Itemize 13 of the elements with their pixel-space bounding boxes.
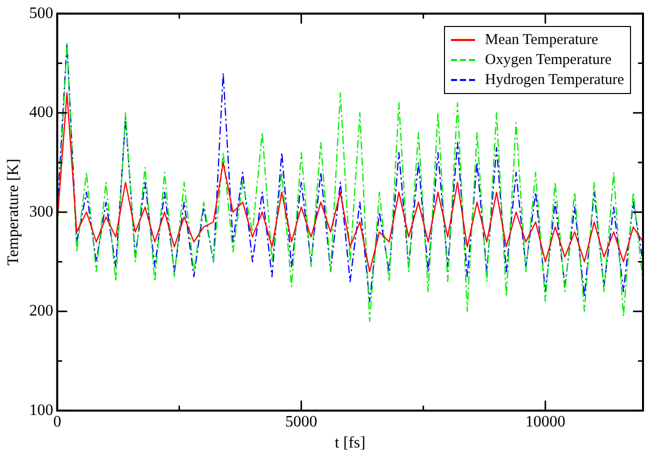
y-tick-label: 100 <box>29 402 54 419</box>
x-axis-title: t [fs] <box>334 434 366 452</box>
x-tick-label: 10000 <box>525 413 566 430</box>
y-tick-label: 500 <box>29 4 54 22</box>
y-axis-title: Temperature [K] <box>4 158 22 266</box>
x-tick-label: 0 <box>53 413 62 430</box>
y-tick-label: 400 <box>29 104 54 122</box>
y-tick-label: 200 <box>29 302 54 320</box>
legend-label: Oxygen Temperature <box>485 50 612 70</box>
x-tick-label: 5000 <box>285 413 318 430</box>
y-tick-label: 300 <box>29 203 54 220</box>
legend-label: Mean Temperature <box>485 30 598 50</box>
legend-label: Hydrogen Temperature <box>485 70 624 90</box>
